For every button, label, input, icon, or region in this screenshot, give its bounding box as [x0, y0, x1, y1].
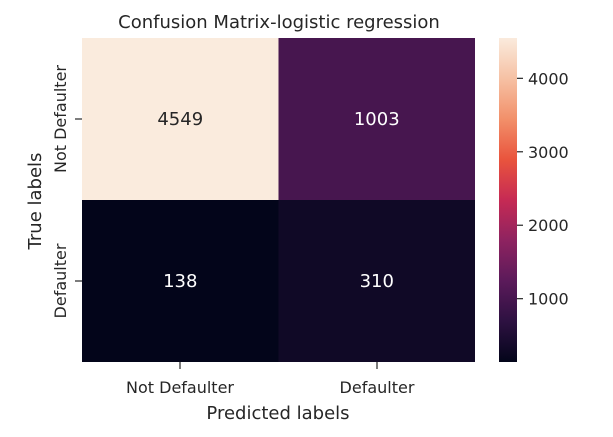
y-axis-label: True labels: [25, 153, 46, 251]
y-tick-label-defaulter: Defaulter: [51, 243, 70, 318]
y-axis: Not Defaulter Defaulter True labels: [25, 65, 82, 318]
x-axis-label: Predicted labels: [206, 403, 349, 424]
colorbar-ticks: 1000 2000 3000 4000: [517, 69, 569, 309]
colorbar-tick-label: 1000: [528, 290, 569, 309]
heatmap-cell: [82, 200, 279, 362]
cell-value-label: 310: [360, 271, 394, 292]
cell-value-label: 4549: [157, 109, 203, 130]
heatmap-cell: [278, 38, 475, 200]
heatmap-cell: [278, 200, 475, 362]
heatmap-cell: [82, 38, 279, 200]
colorbar-tick-label: 4000: [528, 69, 569, 88]
cell-value-label: 1003: [354, 109, 400, 130]
colorbar-tick-label: 3000: [528, 143, 569, 162]
heatmap-cells: 4549 1003 138 310: [82, 38, 475, 362]
y-tick-label-not-defaulter: Not Defaulter: [51, 65, 70, 173]
cell-value-label: 138: [163, 271, 197, 292]
x-axis: Not Defaulter Defaulter Predicted labels: [126, 362, 415, 424]
colorbar-tick-label: 2000: [528, 216, 569, 235]
colorbar: 1000 2000 3000 4000: [499, 38, 569, 362]
colorbar-gradient: [499, 38, 517, 362]
x-tick-label-defaulter: Defaulter: [340, 378, 415, 397]
chart-title: Confusion Matrix-logistic regression: [118, 12, 440, 33]
x-tick-label-not-defaulter: Not Defaulter: [126, 378, 234, 397]
